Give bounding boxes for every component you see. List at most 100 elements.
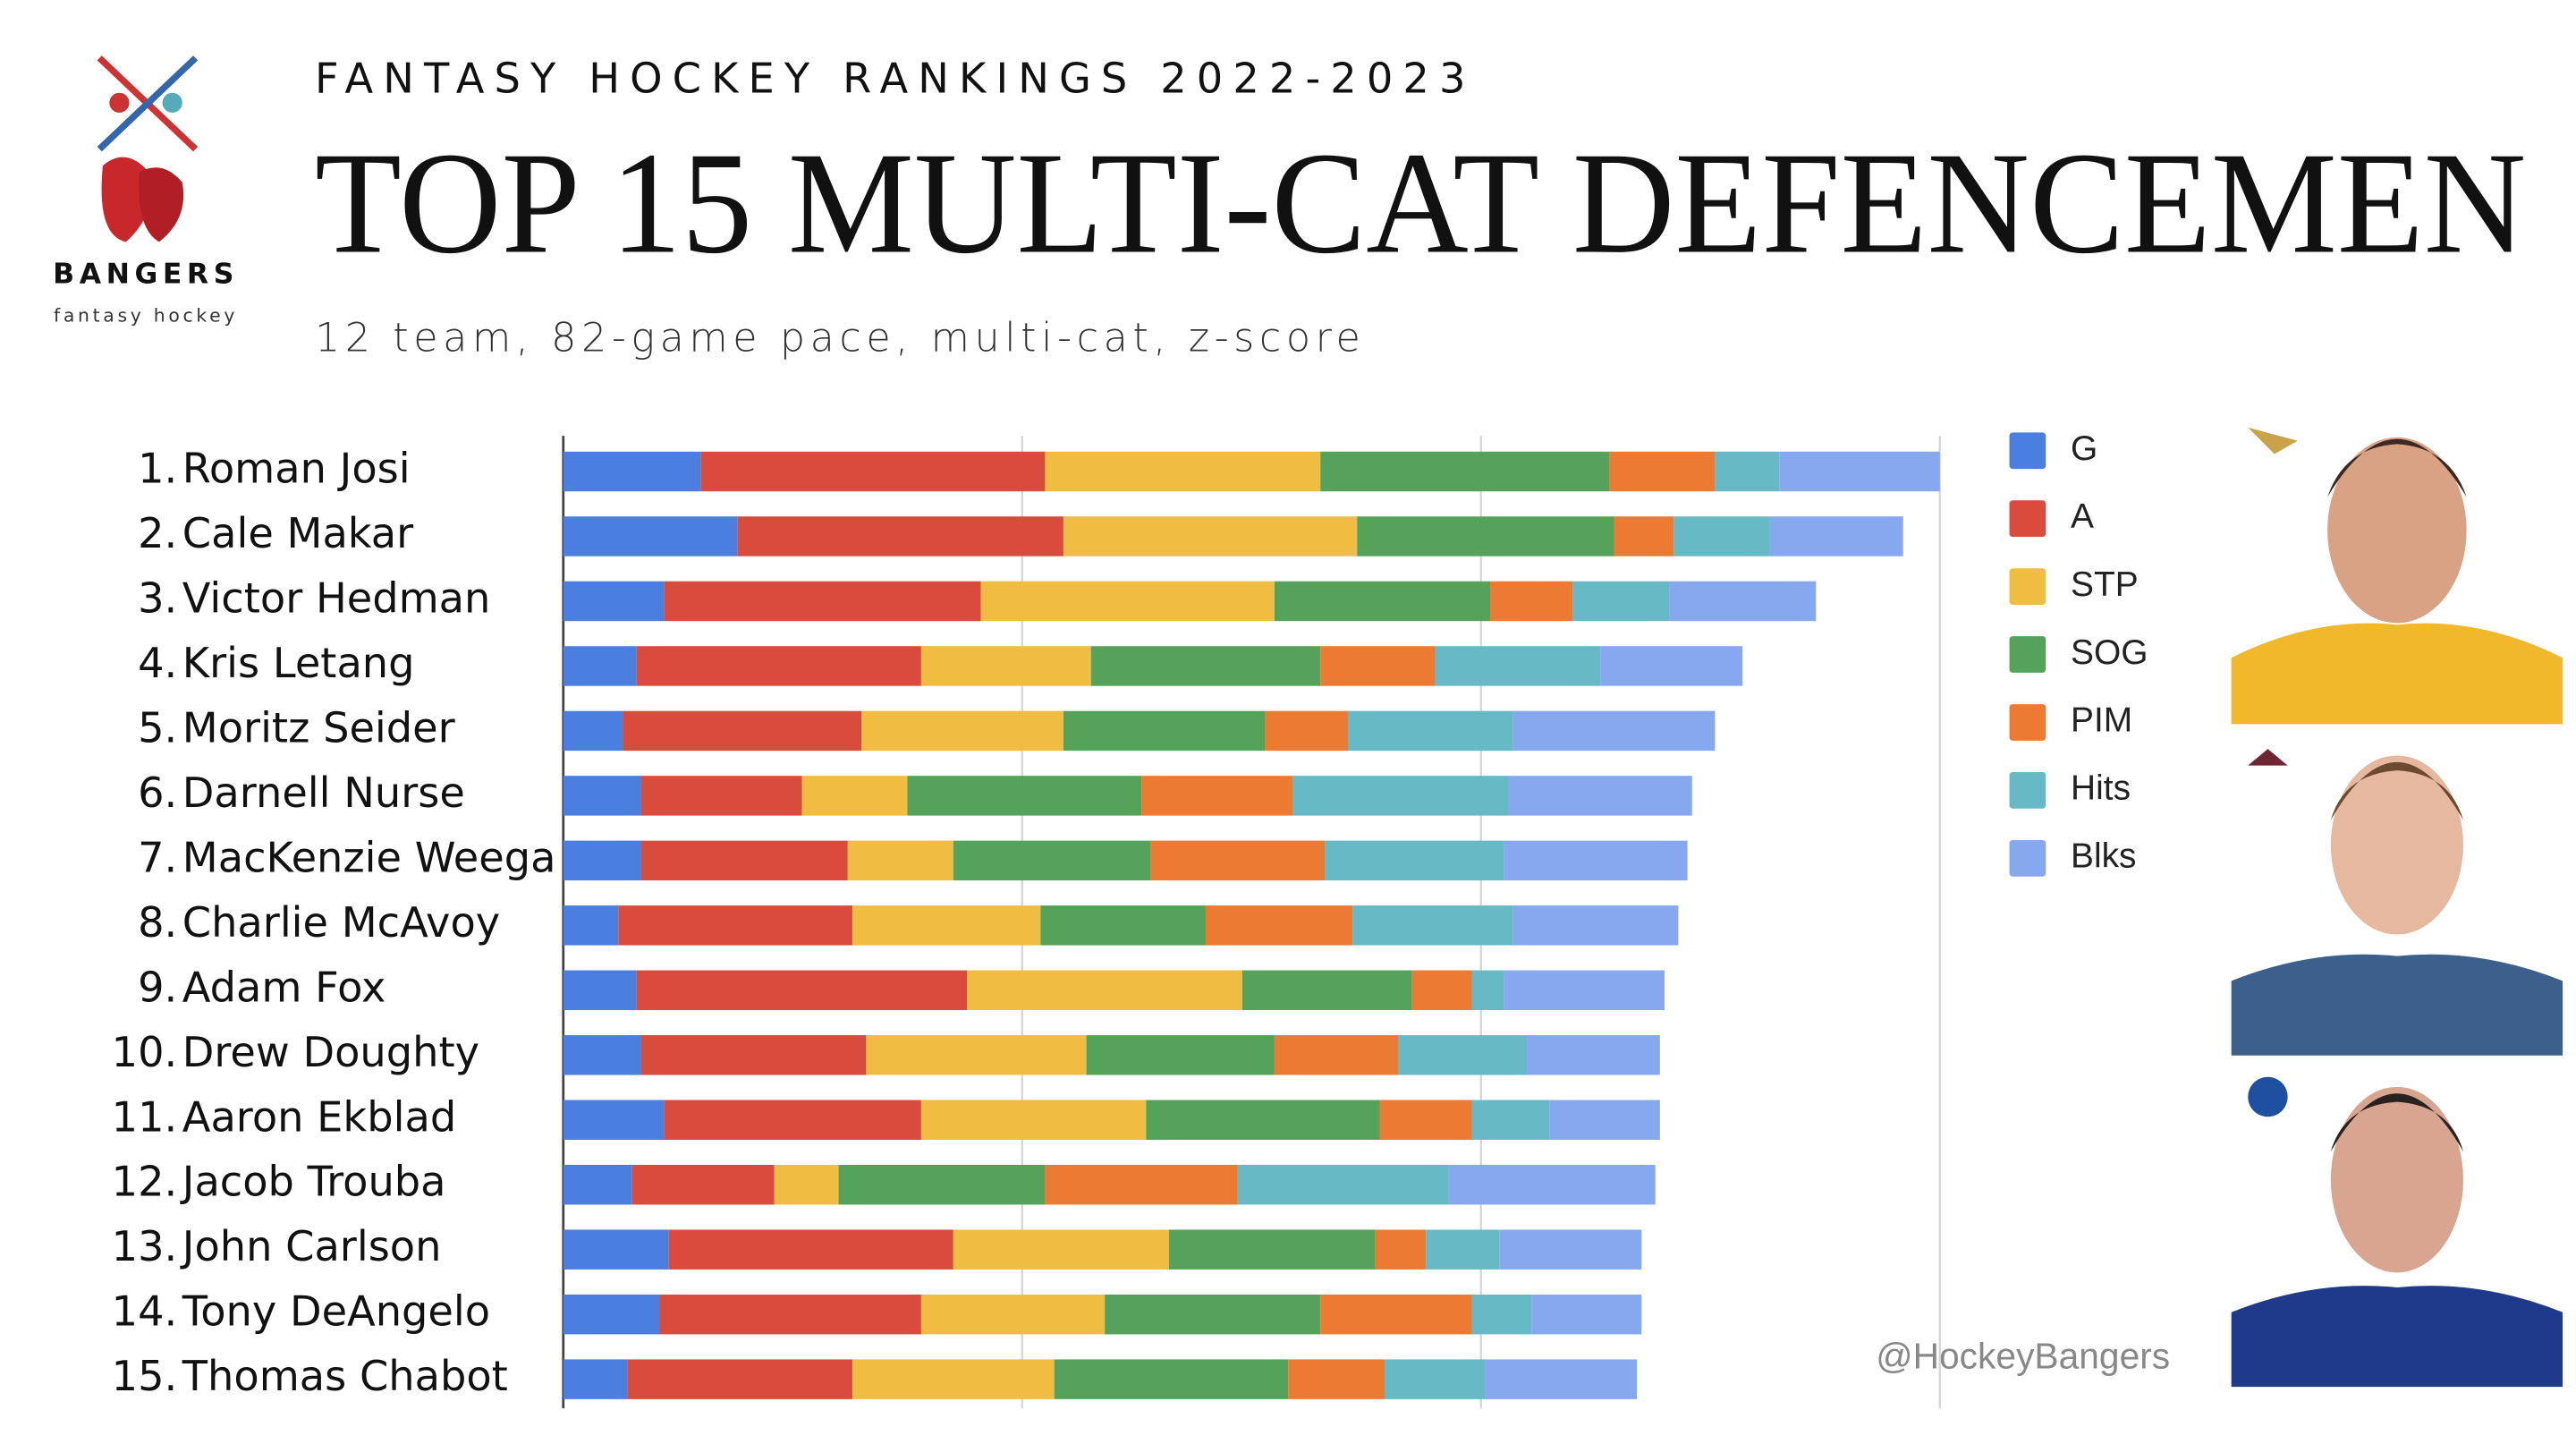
bar-segment [563, 1359, 628, 1399]
rank-label: 2. [138, 509, 177, 557]
bar-segment [920, 1100, 1147, 1140]
legend-swatch [2009, 704, 2046, 741]
player-label: John Carlson [180, 1222, 442, 1270]
bar-segment [1549, 1100, 1660, 1140]
bar-segment [1471, 970, 1504, 1011]
player-photos [2231, 403, 2563, 1388]
legend-swatch [2009, 772, 2046, 809]
legend-label: A [2071, 497, 2094, 536]
bar-segment [1168, 1229, 1376, 1270]
player-label: Jacob Trouba [180, 1158, 446, 1206]
bar-segment [1141, 776, 1293, 816]
bar-segment [1490, 581, 1573, 622]
bar-segment [1265, 710, 1348, 752]
bar-segment [563, 1035, 641, 1075]
bar-segment [563, 905, 619, 946]
bar-segment [1237, 1165, 1449, 1205]
bar-segment [1146, 1100, 1380, 1140]
bar-segment [640, 1035, 867, 1075]
legend-swatch [2009, 568, 2046, 605]
bar-segment [852, 1359, 1055, 1399]
bar-segment [1320, 451, 1610, 492]
bar-segment [1241, 970, 1412, 1011]
bar-segment [1531, 1294, 1642, 1335]
bar-segment [1435, 646, 1601, 686]
bar-segment [1779, 451, 1940, 492]
bar-segment [967, 970, 1242, 1011]
bar-segment [1385, 1359, 1486, 1399]
bar-segment [563, 451, 701, 492]
bar-segment [920, 1294, 1106, 1335]
rank-label: 7. [138, 833, 177, 881]
rank-label: 1. [138, 445, 177, 493]
bar-segment [1090, 646, 1321, 686]
bar-segment [563, 516, 738, 556]
bar-segment [1375, 1229, 1427, 1270]
rank-label: 8. [138, 898, 177, 947]
player-label: Charlie McAvoy [182, 898, 500, 947]
bar-segment [618, 905, 852, 946]
rank-label: 12. [112, 1158, 178, 1206]
bar-segment [1411, 970, 1472, 1011]
bar-segment [953, 840, 1151, 881]
legend-swatch [2009, 636, 2046, 673]
subtitle: 12 team, 82-game pace, multi-cat, z-scor… [315, 316, 1365, 361]
logo: BANGERS fantasy hockey [53, 55, 234, 326]
bar-segment [1572, 581, 1670, 622]
legend-label: SOG [2071, 633, 2148, 672]
player-label: Aaron Ekblad [182, 1092, 456, 1141]
bar-segment [866, 1035, 1087, 1075]
bar-segment [664, 581, 981, 622]
bar-segment [1292, 776, 1509, 816]
rank-label: 14. [112, 1287, 178, 1336]
bar-segment [907, 776, 1142, 816]
bar-segment [664, 1100, 921, 1140]
bar-segment [1669, 581, 1817, 622]
bar-segment [640, 840, 848, 881]
bar-segment [1448, 1165, 1656, 1205]
bar-segment [1352, 905, 1513, 946]
bar-segment [563, 1165, 632, 1205]
bar-segment [774, 1165, 839, 1205]
bar-segment [1274, 1035, 1399, 1075]
bar-segment [627, 1359, 852, 1399]
rank-label: 13. [112, 1222, 178, 1270]
bar-segment [640, 776, 802, 816]
player-label: Darnell Nurse [182, 769, 465, 817]
bar-segment [838, 1165, 1046, 1205]
player-label: Victor Hedman [182, 573, 491, 622]
bar-segment [563, 776, 641, 816]
bar-segment [1426, 1229, 1500, 1270]
bar-segment [1485, 1359, 1638, 1399]
rank-label: 6. [138, 769, 177, 817]
rank-label: 11. [112, 1092, 178, 1141]
player-label: Roman Josi [182, 445, 411, 493]
bar-segment [636, 970, 968, 1011]
player-label: Adam Fox [182, 963, 386, 1011]
legend-swatch [2009, 839, 2046, 877]
player-label: MacKenzie Weega [182, 833, 556, 881]
bar-segment [852, 905, 1041, 946]
bar-segment [668, 1229, 953, 1270]
player-label: Moritz Seider [182, 703, 456, 752]
bar-segment [563, 840, 641, 881]
rank-label: 4. [138, 639, 177, 687]
bar-segment [631, 1165, 775, 1205]
bar-segment [1086, 1035, 1275, 1075]
bar-segment [847, 840, 953, 881]
player-label: Tony DeAngelo [182, 1287, 490, 1336]
bar-segment [801, 776, 908, 816]
legend-label: PIM [2071, 701, 2132, 740]
rank-label: 10. [112, 1028, 178, 1076]
bar-segment [1398, 1035, 1528, 1075]
bar-segment [1347, 710, 1513, 752]
credit: @HockeyBangers [1876, 1336, 2170, 1377]
legend-swatch [2009, 432, 2046, 470]
rank-label: 15. [112, 1352, 178, 1400]
bar-segment [1471, 1100, 1550, 1140]
bar-segment [1357, 516, 1614, 556]
bar-segment [563, 646, 637, 686]
bar-segment [1063, 710, 1266, 752]
bar-segment [1499, 1229, 1642, 1270]
